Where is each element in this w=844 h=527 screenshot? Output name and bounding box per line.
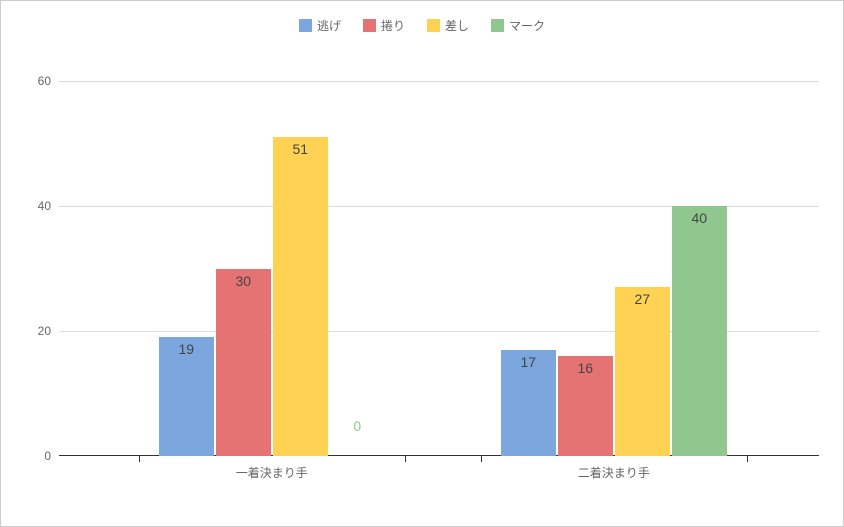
legend-swatch xyxy=(299,19,312,32)
bar-value-label: 40 xyxy=(672,210,727,226)
legend-item: 逃げ xyxy=(299,17,341,34)
bar: 30 xyxy=(216,269,271,457)
legend-item: マーク xyxy=(491,17,545,34)
bar-value-label: 51 xyxy=(273,141,328,157)
legend-swatch xyxy=(491,19,504,32)
y-tick-label: 0 xyxy=(44,449,51,463)
gridline xyxy=(59,81,819,82)
bar: 19 xyxy=(159,337,214,456)
x-tick-label: 二着決まり手 xyxy=(578,464,650,481)
legend: 逃げ 捲り 差し マーク xyxy=(1,17,843,34)
y-tick-label: 40 xyxy=(38,199,51,213)
legend-item: 捲り xyxy=(363,17,405,34)
y-tick-label: 20 xyxy=(38,324,51,338)
bar-value-label: 19 xyxy=(159,341,214,357)
bar-value-label: 16 xyxy=(558,360,613,376)
bar-value-label: 27 xyxy=(615,291,670,307)
x-tick-label: 一着決まり手 xyxy=(236,464,308,481)
bar: 27 xyxy=(615,287,670,456)
legend-swatch xyxy=(427,19,440,32)
bar: 17 xyxy=(501,350,556,456)
legend-label: マーク xyxy=(509,17,545,34)
bar: 51 xyxy=(273,137,328,456)
legend-label: 逃げ xyxy=(317,17,341,34)
chart-container: 逃げ 捲り 差し マーク 0 20 40 60 一着決まり手 19 30 51 0 二着決まり手 1… xyxy=(0,0,844,527)
x-tick-mark xyxy=(747,456,748,462)
legend-label: 捲り xyxy=(381,17,405,34)
legend-label: 差し xyxy=(445,17,469,34)
bar-value-label: 30 xyxy=(216,273,271,289)
x-tick-mark xyxy=(405,456,406,462)
bar: 16 xyxy=(558,356,613,456)
x-tick-mark xyxy=(481,456,482,462)
legend-item: 差し xyxy=(427,17,469,34)
bar-value-label: 0 xyxy=(353,418,361,434)
plot-area: 0204060一着決まり手1930510二着決まり手17162740 xyxy=(59,56,819,456)
legend-swatch xyxy=(363,19,376,32)
bar-value-label: 17 xyxy=(501,354,556,370)
x-tick-mark xyxy=(139,456,140,462)
y-tick-label: 60 xyxy=(38,74,51,88)
bar: 40 xyxy=(672,206,727,456)
